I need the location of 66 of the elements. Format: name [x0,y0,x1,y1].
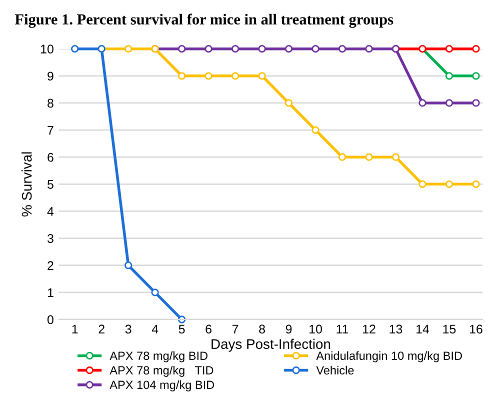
y-axis-title: % Survival [22,152,32,216]
point [445,180,454,188]
y-tick-label: 6 [48,152,54,162]
legend-label: APX 104 mg/kg BID [110,380,214,392]
x-tick-label: 13 [390,324,402,334]
point [392,153,400,161]
point [445,72,454,80]
point [338,45,346,53]
x-tick-label: 15 [443,324,456,334]
x-tick-label: 4 [152,324,158,334]
y-tick-label: 1 [48,288,54,297]
point [258,72,266,80]
x-tick-label: 2 [98,324,104,334]
legend-label: APX 78 mg/kg TID [110,366,214,377]
x-tick-label: 12 [363,324,376,334]
point [284,45,293,53]
point [231,45,240,53]
y-tick-label: 2 [48,261,54,270]
point [418,180,426,188]
point [472,180,480,188]
x-tick-label: 10 [310,324,322,334]
point [445,99,454,107]
x-tick-label: 6 [206,324,212,334]
y-tick-label: 4 [47,207,54,216]
point [284,99,293,107]
point [445,45,454,53]
x-tick-label: 5 [178,324,185,334]
legend-label: APX 78 mg/kg BID [110,351,208,362]
point [472,72,480,80]
legend-label: Anidulafungin 10 mg/kg BID [316,351,462,362]
point [365,45,373,53]
y-tick-label: 10 [40,44,54,54]
x-tick-label: 16 [470,324,482,334]
y-tick-label: 9 [48,72,54,81]
point [258,45,266,53]
x-tick-label: 8 [259,324,265,334]
y-tick-label: 5 [47,180,54,189]
x-tick-label: 7 [232,324,238,334]
y-tick-label: 8 [48,98,54,108]
point [472,99,480,107]
point [312,45,320,53]
x-tick-label: 9 [286,324,292,334]
legend-label: Vehicle [316,366,354,374]
point [178,72,186,80]
x-axis-title: Days Post-Infection [212,338,330,352]
point [124,45,132,53]
x-tick-label: 11 [336,324,348,334]
x-tick-label: 14 [416,324,430,334]
point [231,72,240,80]
point [204,45,212,53]
point [124,262,132,270]
point [151,288,159,296]
point [312,126,320,134]
point [71,45,79,53]
x-tick-label: 1 [72,324,78,334]
y-tick-label: 3 [47,234,54,243]
x-tick-label: 3 [125,324,132,334]
point [204,72,212,80]
chart-title: Figure 1. Percent survival for mice in all treatment groups [14,14,394,28]
point [418,99,426,107]
y-tick-label: 7 [48,126,54,135]
point [338,153,346,161]
y-tick-label: 0 [47,315,54,324]
point [472,45,480,53]
point [178,45,186,53]
point [365,153,373,161]
